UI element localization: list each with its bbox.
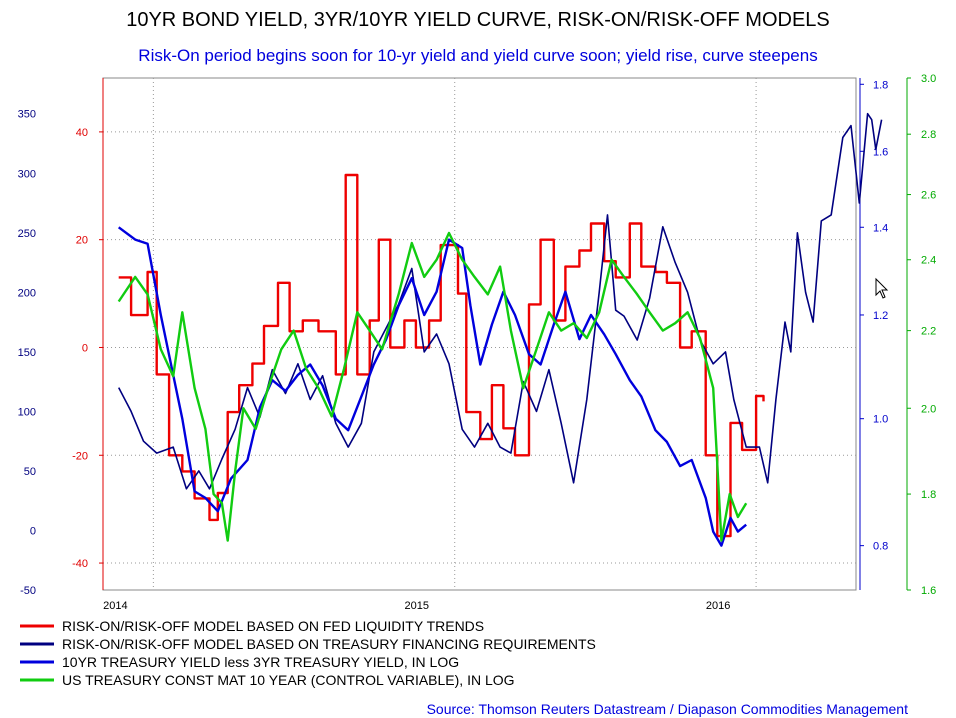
y-tick-label-far_right: 2.2 — [921, 326, 936, 338]
y-tick-label-right: 1.0 — [873, 414, 888, 426]
chart-title: 10YR BOND YIELD, 3YR/10YR YIELD CURVE, R… — [126, 9, 830, 31]
x-tick-label: 2015 — [404, 600, 428, 612]
y-tick-label-far_right: 2.4 — [921, 255, 936, 267]
y-tick-label-far_left: 300 — [18, 168, 36, 180]
y-tick-label-right: 1.6 — [873, 146, 888, 158]
axes-layer: 2014 2015 2016-50050100150200250300350-40-… — [18, 73, 937, 612]
y-tick-label-left: -20 — [72, 450, 88, 462]
y-tick-label-far_left: -50 — [20, 585, 36, 597]
y-tick-label-far_left: 50 — [24, 466, 36, 478]
y-tick-label-far_left: 0 — [30, 525, 36, 537]
y-tick-label-left: 40 — [76, 127, 88, 139]
y-tick-label-left: 0 — [82, 342, 88, 354]
chart-subtitle: Risk-On period begins soon for 10-yr yie… — [138, 46, 817, 65]
series-line-1 — [118, 173, 765, 538]
y-tick-label-far_left: 350 — [18, 109, 36, 121]
x-tick-label: 2014 — [103, 600, 127, 612]
source-note: Source: Thomson Reuters Datastream / Dia… — [427, 701, 909, 717]
y-tick-label-right: 1.2 — [873, 310, 888, 322]
y-tick-label-right: 1.4 — [873, 222, 888, 234]
series-line-4 — [117, 231, 748, 542]
legend-label-2: RISK-ON/RISK-OFF MODEL BASED ON TREASURY… — [62, 636, 596, 652]
legend-label-3: 10YR TREASURY YIELD less 3YR TREASURY YI… — [62, 654, 459, 670]
y-tick-label-right: 1.8 — [873, 79, 888, 91]
y-tick-label-left: -40 — [72, 558, 88, 570]
y-tick-label-far_left: 200 — [18, 287, 36, 299]
y-tick-label-far_right: 1.8 — [921, 489, 936, 501]
mouse-cursor-icon — [875, 277, 889, 299]
series-line-3 — [117, 226, 747, 547]
legend-label-4: US TREASURY CONST MAT 10 YEAR (CONTROL V… — [62, 672, 515, 688]
y-tick-label-far_right: 2.6 — [921, 190, 936, 202]
legend-label-1: RISK-ON/RISK-OFF MODEL BASED ON FED LIQU… — [62, 618, 484, 634]
plot-frame — [102, 77, 857, 591]
y-tick-label-far_right: 2.0 — [921, 403, 936, 415]
plot-area — [117, 112, 883, 547]
y-tick-label-far_right: 1.6 — [921, 585, 936, 597]
x-tick-label: 2016 — [706, 600, 730, 612]
legend: RISK-ON/RISK-OFF MODEL BASED ON FED LIQU… — [20, 618, 596, 688]
y-tick-label-far_right: 3.0 — [921, 73, 936, 85]
y-tick-label-far_left: 150 — [18, 347, 36, 359]
y-tick-label-right: 0.8 — [873, 541, 888, 553]
y-tick-label-left: 20 — [76, 235, 88, 247]
y-tick-label-far_left: 250 — [18, 228, 36, 240]
y-tick-label-far_right: 2.8 — [921, 129, 936, 141]
y-tick-label-far_left: 100 — [18, 406, 36, 418]
